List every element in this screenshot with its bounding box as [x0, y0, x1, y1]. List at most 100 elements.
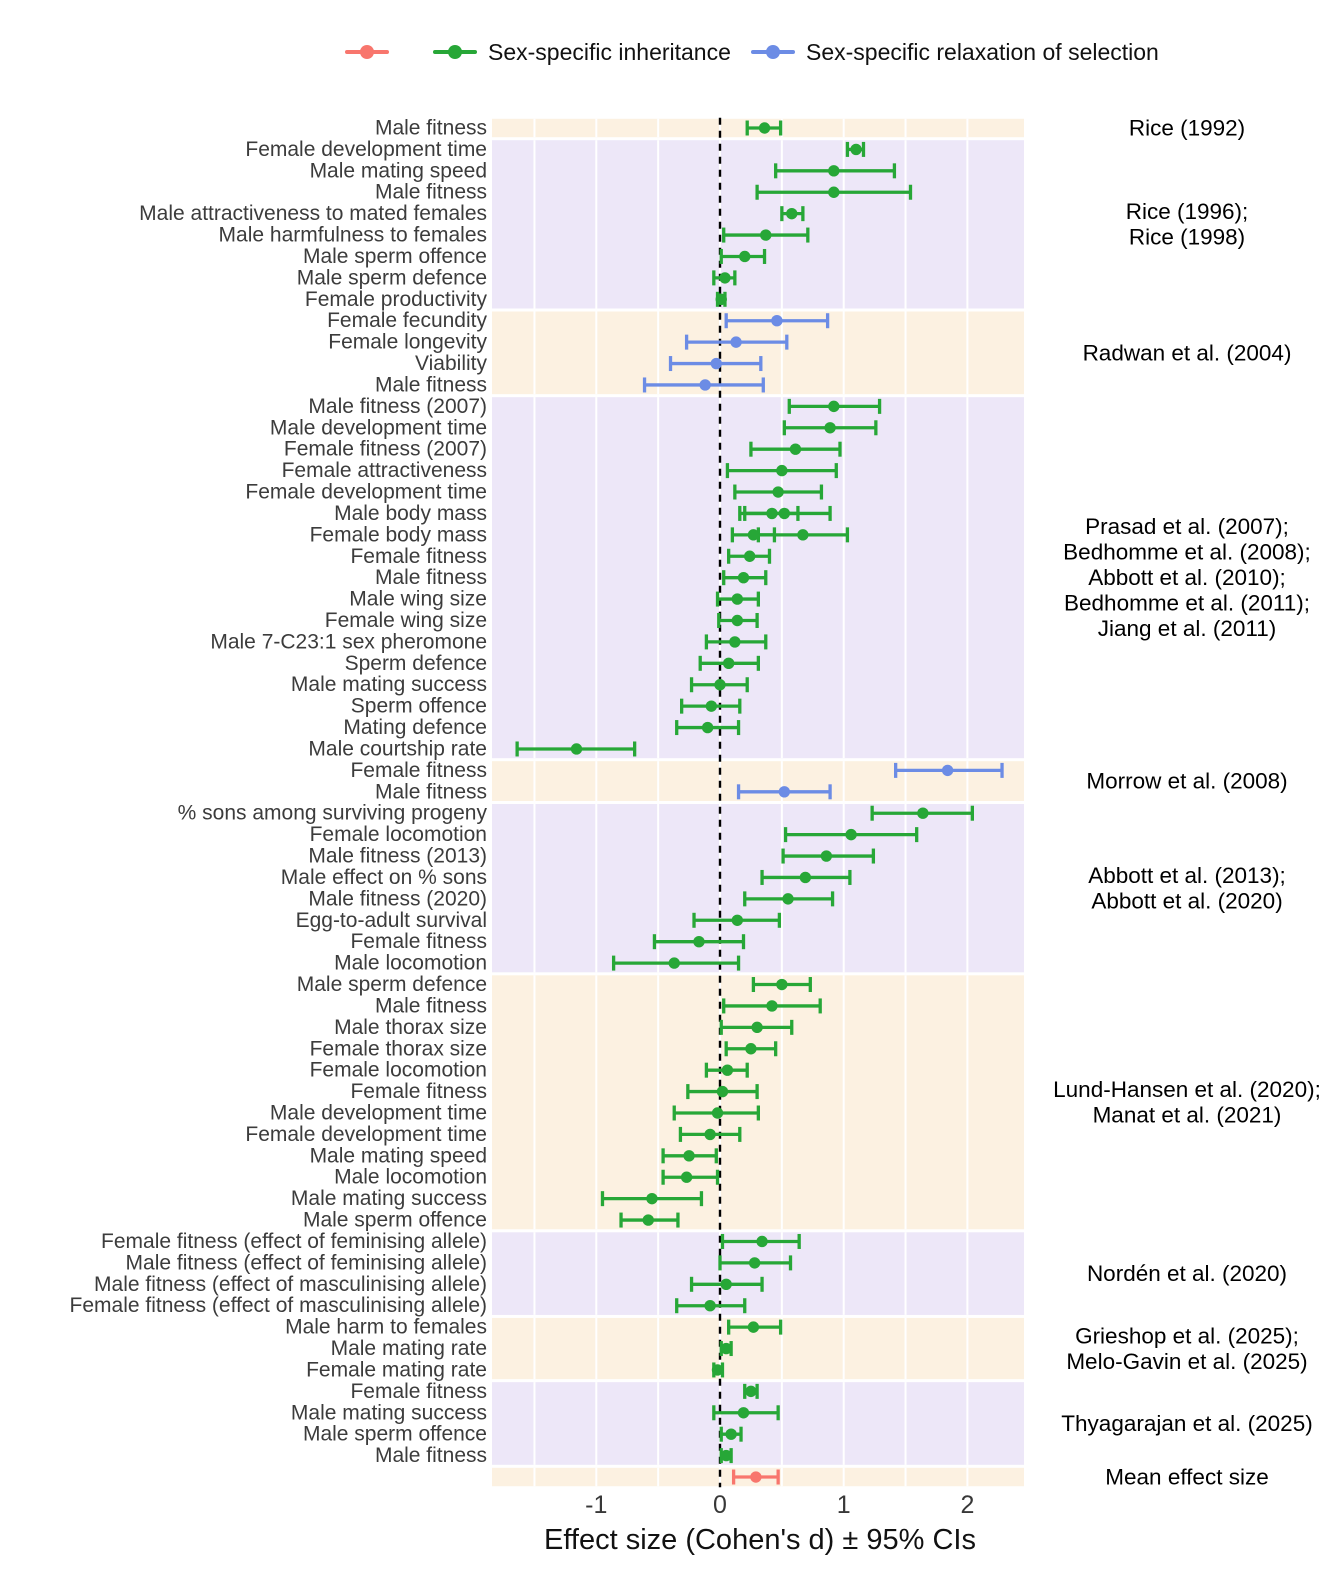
effect-point — [716, 1085, 729, 1098]
x-tick-label: 1 — [837, 1491, 851, 1519]
effect-point — [730, 336, 742, 348]
x-tick-label: 2 — [960, 1491, 974, 1519]
effect-point — [693, 935, 705, 948]
row-label: Male fitness (2020) — [308, 887, 487, 910]
row-label: Viability — [415, 352, 487, 375]
row-label: Female mating rate — [306, 1358, 487, 1381]
effect-point — [705, 700, 718, 712]
row-label: Sperm defence — [345, 652, 487, 675]
row-label: Male sperm offence — [303, 245, 487, 268]
group-band — [492, 975, 1024, 1230]
row-label: Female productivity — [305, 288, 488, 311]
row-label: Egg-to-adult survival — [296, 909, 487, 932]
row-label: Female fitness (2007) — [284, 438, 487, 461]
row-label: Female thorax size — [310, 1037, 487, 1060]
row-label: Male fitness — [375, 373, 487, 396]
effect-point — [776, 978, 788, 991]
legend-item-mean — [345, 39, 400, 65]
row-label: Male thorax size — [334, 1016, 487, 1039]
group-band — [492, 761, 1024, 802]
effect-point — [729, 636, 741, 648]
effect-point — [778, 507, 791, 520]
effect-point — [786, 207, 798, 220]
row-label: Male mating success — [291, 1187, 487, 1210]
row-label: Male mating success — [291, 1401, 487, 1424]
effect-point — [737, 1407, 750, 1419]
study-label: Abbott et al. (2013); Abbott et al. (2020… — [1088, 863, 1286, 914]
row-label: Male fitness — [375, 117, 487, 140]
effect-point — [722, 657, 735, 670]
row-label: Male fitness — [375, 1444, 487, 1467]
group-band — [492, 140, 1024, 309]
effect-point — [747, 529, 760, 541]
row-label: Male wing size — [349, 588, 487, 611]
effect-point — [789, 443, 802, 455]
row-label: Female fitness — [350, 759, 487, 782]
effect-point — [782, 893, 794, 905]
row-label: Female fitness — [350, 930, 487, 953]
effect-point — [828, 400, 840, 413]
inheritance-key-icon — [433, 44, 477, 60]
row-label: Female development time — [245, 138, 487, 161]
row-label: Male fitness (2007) — [308, 395, 487, 418]
effect-point — [820, 850, 833, 862]
effect-point — [668, 957, 680, 969]
row-label: Female fitness (effect of feminising all… — [101, 1230, 487, 1253]
effect-point — [799, 871, 812, 884]
legend: Sex-specific inheritance Sex-specific re… — [0, 39, 1344, 65]
row-label: Male sperm defence — [297, 266, 487, 289]
row-label: Male sperm offence — [303, 1423, 487, 1446]
row-label: Male body mass — [334, 502, 487, 525]
row-label: Female fitness — [350, 1080, 487, 1103]
effect-point — [845, 828, 857, 841]
effect-point — [772, 486, 784, 498]
effect-point — [570, 743, 583, 755]
effect-point — [745, 1385, 757, 1398]
effect-point — [715, 293, 727, 306]
effect-point — [680, 1171, 693, 1183]
row-label: Female fitness — [350, 1380, 487, 1403]
study-label: Radwan et al. (2004) — [1083, 340, 1292, 365]
row-label: Male mating success — [291, 673, 487, 696]
row-label: Male mating speed — [310, 159, 487, 182]
effect-point — [719, 272, 731, 284]
row-label: Male courtship rate — [308, 737, 487, 760]
study-label: Morrow et al. (2008) — [1086, 769, 1287, 794]
effect-point — [771, 315, 783, 327]
row-label: Male sperm defence — [297, 973, 487, 996]
effect-point — [917, 807, 929, 819]
effect-point — [642, 1214, 654, 1226]
row-label: % sons among surviving progeny — [178, 802, 488, 825]
study-label: Grieshop et al. (2025); Melo-Gavin et al.… — [1066, 1323, 1307, 1374]
effect-point — [720, 1278, 732, 1291]
row-label: Female attractiveness — [282, 459, 487, 482]
x-tick-label: 0 — [713, 1491, 727, 1519]
legend-item-relaxation: Sex-specific relaxation of selection — [751, 39, 1159, 65]
effect-point — [704, 1300, 716, 1312]
effect-point — [731, 593, 744, 605]
row-label: Male harm to females — [285, 1316, 487, 1339]
legend-label: Sex-specific relaxation of selection — [806, 38, 1159, 65]
x-axis-title: Effect size (Cohen's d) ± 95% CIs — [544, 1524, 976, 1556]
effect-point — [758, 122, 771, 134]
row-label: Male sperm offence — [303, 1209, 487, 1232]
row-label: Male mating rate — [331, 1337, 487, 1360]
group-band — [492, 1232, 1024, 1315]
row-label: Female fecundity — [327, 309, 487, 332]
effect-point — [720, 1449, 732, 1462]
effect-point — [725, 1428, 737, 1440]
row-label: Male fitness — [375, 181, 487, 204]
row-label: Male locomotion — [334, 952, 487, 975]
study-label: Rice (1996); Rice (1998) — [1126, 199, 1249, 250]
x-tick-label: -1 — [585, 1491, 607, 1519]
effect-point — [766, 507, 778, 520]
effect-point — [711, 1364, 724, 1376]
row-label: Female fitness — [350, 545, 487, 568]
group-band — [492, 804, 1024, 973]
effect-point — [750, 1471, 762, 1483]
study-label: Prasad et al. (2007); Bedhomme et al. (20… — [1063, 514, 1311, 641]
row-label: Male harmfulness to females — [219, 224, 487, 247]
effect-point — [739, 250, 751, 263]
row-label: Sperm offence — [351, 695, 487, 718]
